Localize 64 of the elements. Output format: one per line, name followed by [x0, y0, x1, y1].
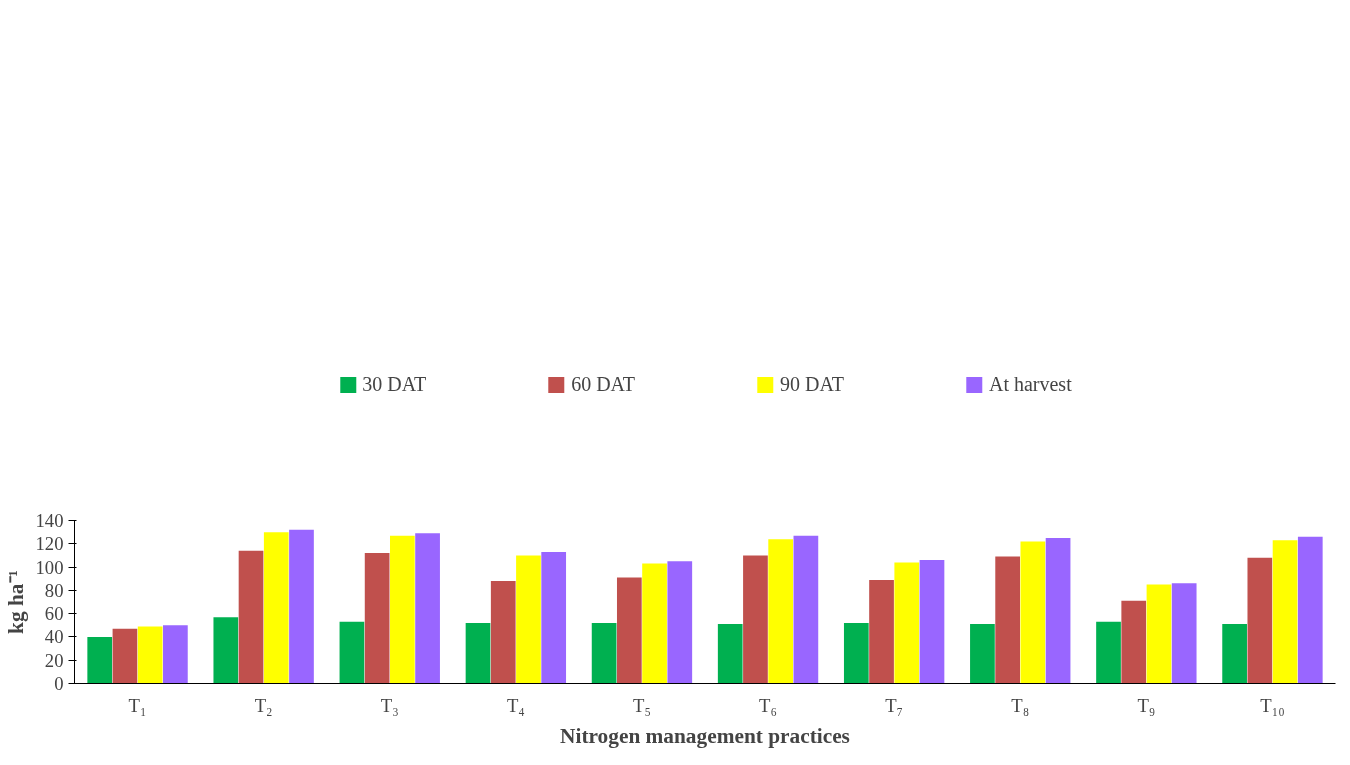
bar — [289, 529, 314, 684]
bar — [213, 617, 239, 684]
x-tick-label: T₄ — [506, 694, 525, 716]
y-tick-label: 60 — [44, 603, 64, 625]
bar — [1146, 584, 1172, 684]
bar — [1096, 621, 1121, 684]
x-tick-label: T₆ — [759, 694, 778, 716]
bar — [1045, 537, 1071, 684]
bar — [1020, 541, 1046, 684]
bar — [238, 550, 264, 684]
bar — [541, 551, 567, 684]
bar — [465, 622, 491, 684]
bar — [163, 625, 188, 684]
x-tick-label: T₃ — [380, 694, 399, 716]
bar — [87, 636, 113, 684]
bar — [717, 624, 743, 684]
bar — [894, 562, 920, 684]
x-tick-label: T₁₀ — [1260, 694, 1285, 716]
legend-label: 60 DAT — [571, 372, 636, 396]
bar — [667, 561, 693, 684]
x-tick-label: T₉ — [1137, 694, 1156, 716]
x-tick-label: T₇ — [885, 694, 904, 716]
bar — [768, 539, 794, 684]
bar — [137, 626, 163, 684]
bar — [970, 624, 995, 684]
bar — [843, 622, 869, 684]
bar — [339, 621, 365, 684]
bar — [490, 581, 516, 684]
y-tick-label: 20 — [44, 649, 64, 671]
bar — [112, 628, 138, 684]
bar — [793, 535, 819, 684]
bar — [1222, 624, 1247, 684]
y-tick-label: 140 — [35, 510, 64, 531]
bar — [1121, 600, 1147, 684]
legend-label: At harvest — [988, 372, 1072, 396]
bar — [263, 532, 289, 684]
y-tick-label: 120 — [35, 533, 64, 555]
bar — [642, 563, 667, 684]
bar — [591, 622, 617, 684]
bar — [1247, 557, 1273, 684]
bar — [516, 555, 541, 684]
x-tick-label: T₅ — [633, 694, 651, 716]
bar — [390, 535, 415, 684]
bar — [415, 533, 440, 684]
bar — [1171, 583, 1197, 684]
x-tick-label: T₁ — [128, 694, 147, 716]
x-tick-label: T₂ — [254, 694, 273, 716]
y-tick-label: 0 — [54, 673, 64, 694]
bar — [616, 577, 642, 684]
bar — [364, 553, 390, 684]
legend-label: 90 DAT — [780, 372, 844, 396]
y-tick-label: 40 — [44, 626, 64, 648]
y-tick-label: 100 — [35, 556, 64, 578]
bar — [743, 555, 768, 684]
bar — [869, 579, 894, 684]
bar — [1272, 540, 1298, 684]
y-tick-label: 80 — [44, 579, 64, 601]
x-tick-label: T₈ — [1011, 694, 1030, 716]
y-axis-title: kg ha⁻¹ — [3, 570, 28, 634]
legend-label: 30 DAT — [362, 372, 427, 396]
bar — [1297, 536, 1323, 684]
x-axis-title: Nitrogen management practices — [560, 723, 850, 748]
bar — [919, 560, 945, 684]
bar — [995, 556, 1020, 684]
